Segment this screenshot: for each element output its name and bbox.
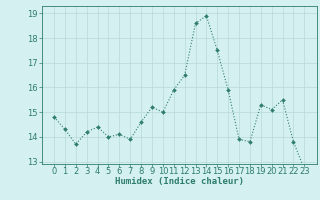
X-axis label: Humidex (Indice chaleur): Humidex (Indice chaleur)	[115, 177, 244, 186]
